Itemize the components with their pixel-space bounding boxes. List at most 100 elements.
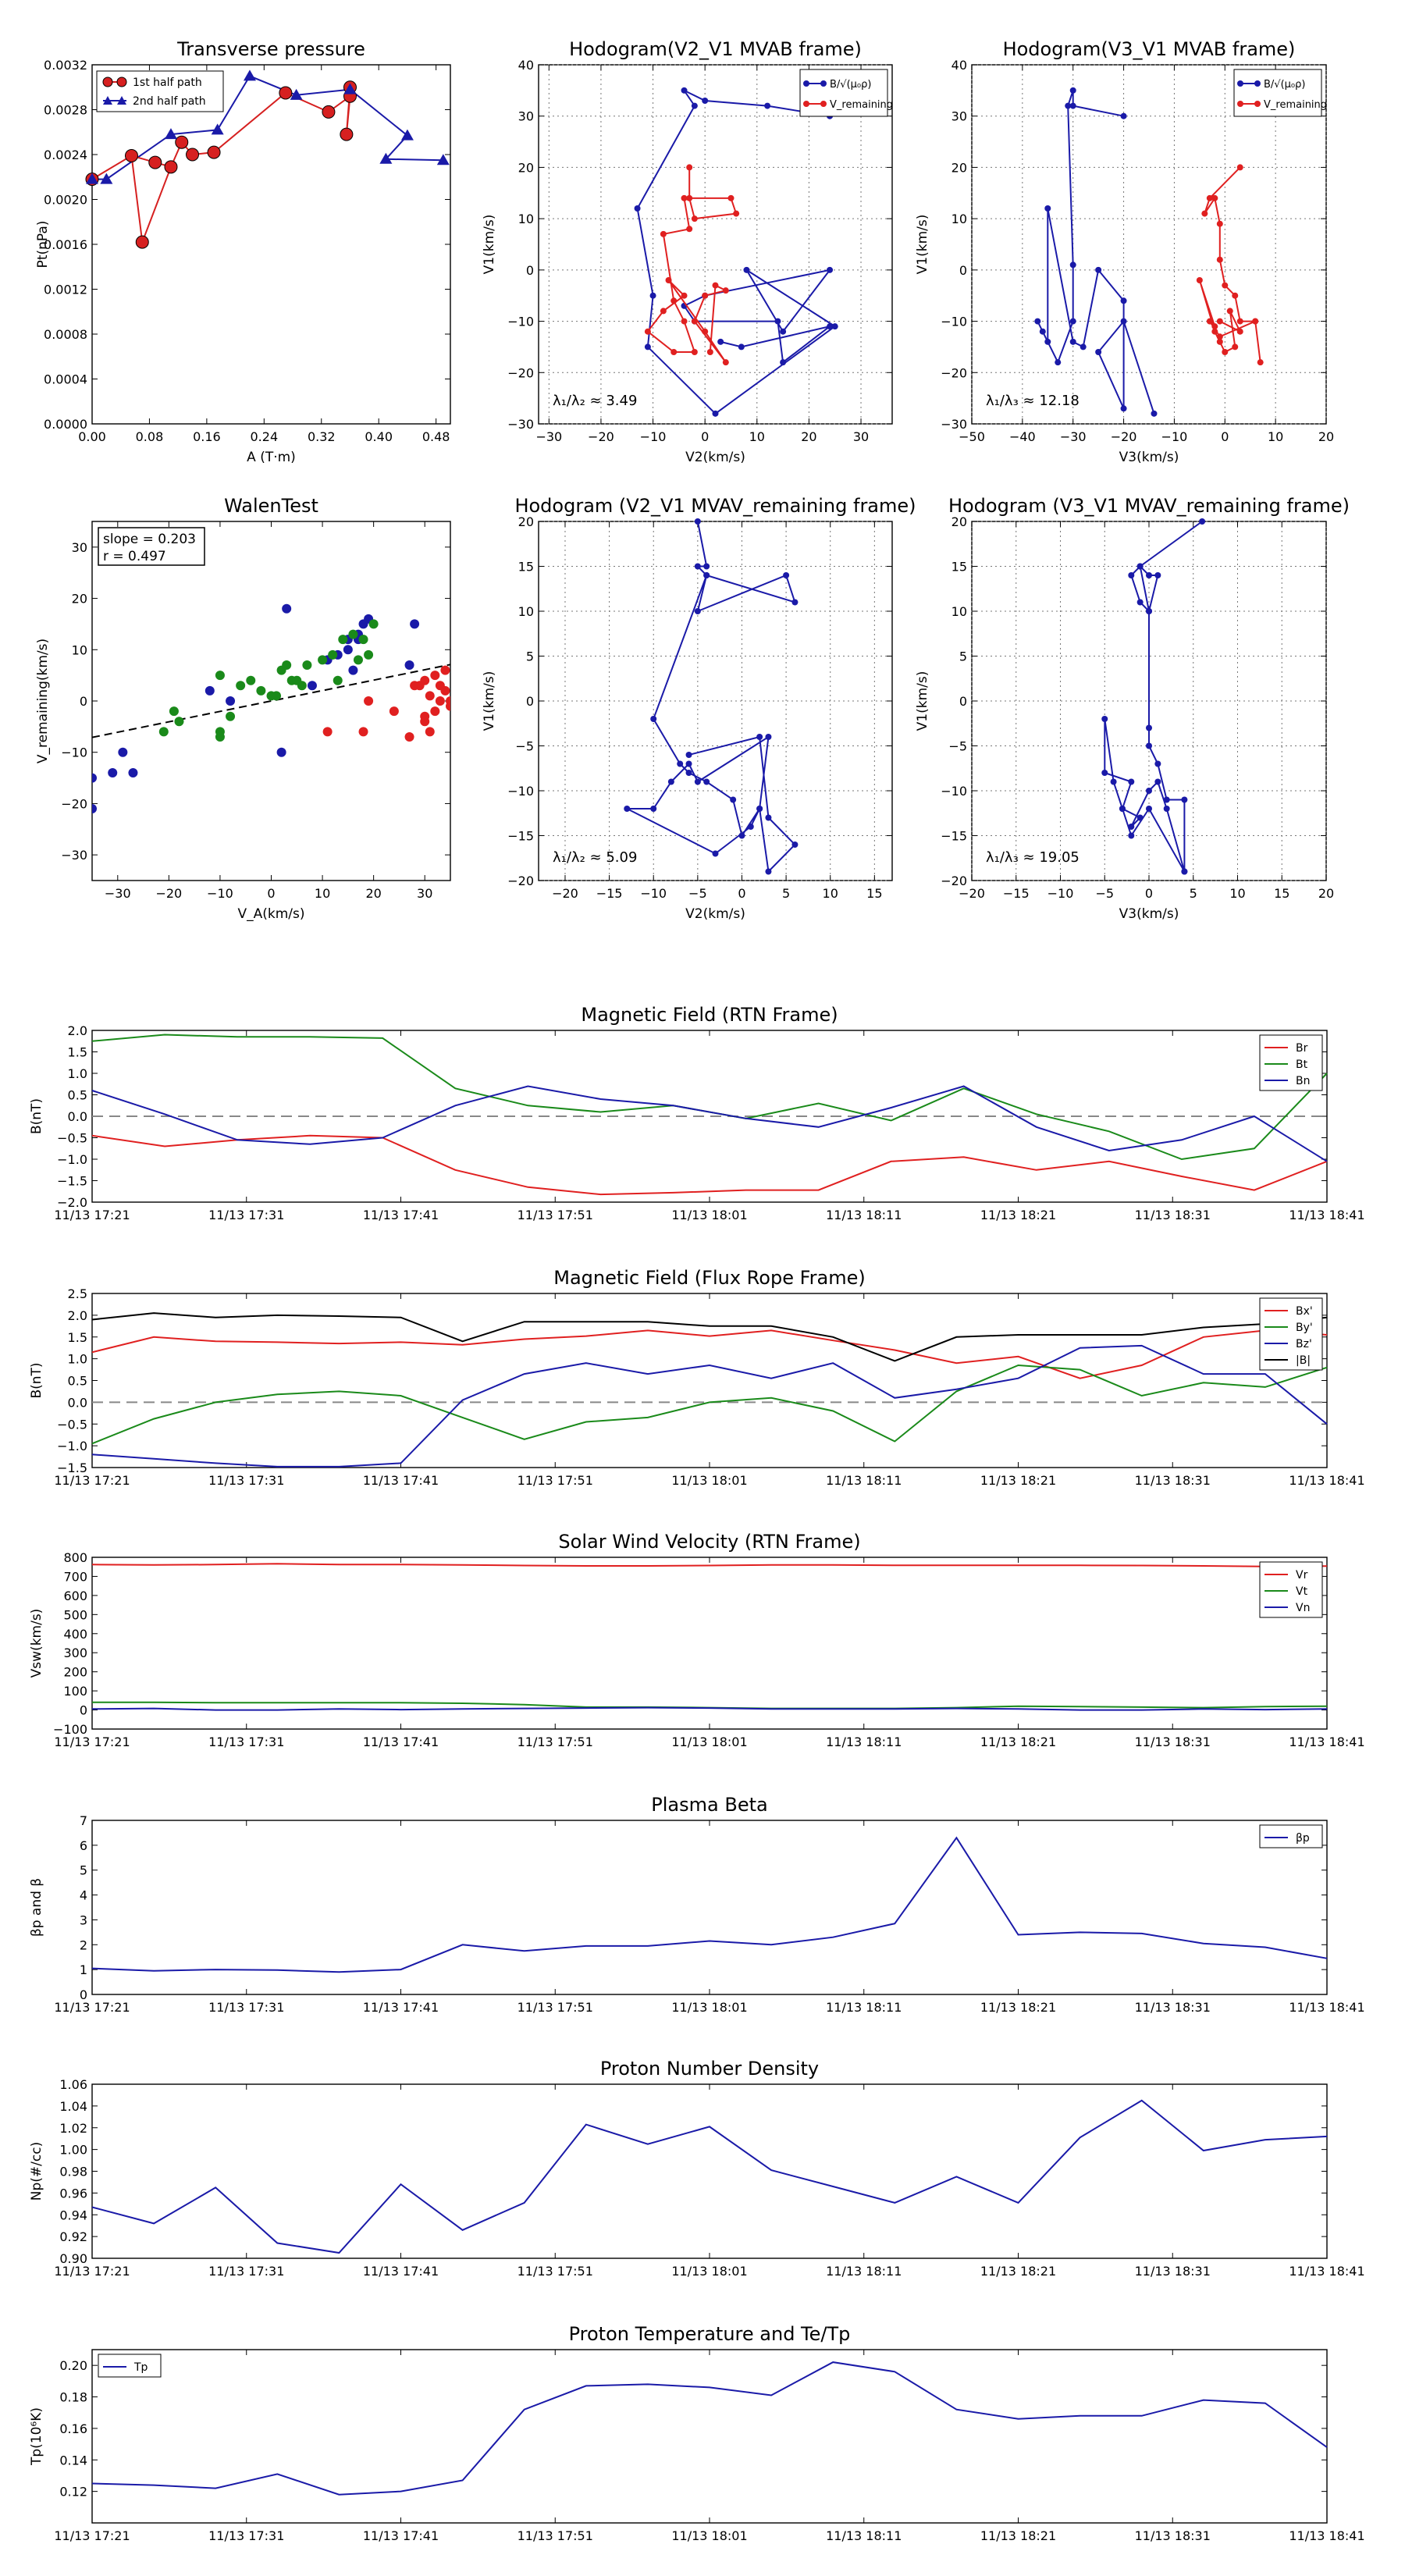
walen-point-red — [420, 675, 430, 685]
density-xtick-label: 11/13 18:21 — [980, 2264, 1056, 2279]
hodo1-ytick-label: −20 — [507, 365, 534, 380]
beta-ytick-label: 4 — [80, 1888, 87, 1903]
tp-point-2nd-half — [100, 173, 113, 184]
hodo1-series-point-1 — [681, 292, 688, 299]
tp-point-1st-half — [124, 148, 138, 162]
bfield_rtn-title: Magnetic Field (RTN Frame) — [581, 1004, 838, 1026]
temp-xtick-label: 11/13 17:51 — [518, 2528, 593, 2543]
beta-xtick-label: 11/13 18:31 — [1135, 2000, 1211, 2015]
bfield_rtn-xtick-label: 11/13 18:31 — [1135, 1208, 1211, 1222]
hodo4-series-point-0 — [1154, 572, 1161, 578]
walen-point-green — [333, 675, 343, 685]
walen-xtick-label: −20 — [155, 886, 182, 901]
hodo4-ytick-label: 15 — [951, 560, 967, 575]
hodo1-title: Hodogram(V2_V1 MVAB frame) — [569, 38, 862, 60]
hodo2-series-point-0 — [1095, 266, 1102, 273]
hodo1-series-point-1 — [691, 349, 698, 355]
tp-xtick-label: 0.00 — [78, 429, 106, 444]
hodo2-series-point-1 — [1252, 318, 1259, 325]
tp-xtick-label: 0.08 — [136, 429, 164, 444]
hodo4-ytick-label: −20 — [941, 873, 967, 888]
vsw-ytick-label: 200 — [63, 1665, 87, 1680]
bfield_rtn-ytick-label: 1.0 — [68, 1066, 87, 1081]
hodo3-series-point-0 — [650, 806, 657, 812]
walen-point-red — [404, 732, 414, 742]
beta-xtick-label: 11/13 18:41 — [1289, 2000, 1364, 2015]
temp-ytick-label: 0.16 — [59, 2421, 87, 2436]
hodo4-ytick-label: −5 — [948, 739, 967, 754]
hodo1-xlabel: V2(km/s) — [685, 450, 745, 465]
tp-legend-label-2nd: 2nd half path — [133, 95, 206, 108]
walen-r-text: r = 0.497 — [103, 549, 166, 564]
hodo1-series-point-1 — [681, 194, 688, 201]
bfield_fr-xtick-label: 11/13 18:21 — [980, 1473, 1056, 1488]
tp-point-2nd-half — [211, 123, 224, 135]
tp-point-1st-half — [322, 105, 336, 119]
hodo3-ratio-annotation: λ₁/λ₂ ≈ 5.09 — [553, 849, 637, 866]
hodo3-xtick-label: 15 — [866, 886, 882, 901]
tp-series-2nd-half-line — [92, 75, 443, 180]
temp-xtick-label: 11/13 18:31 — [1135, 2528, 1211, 2543]
hodo2-xtick-label: −40 — [1009, 429, 1036, 444]
walen-point-red — [358, 727, 368, 737]
tp-legend-label-1st: 1st half path — [133, 76, 202, 89]
beta-xtick-label: 11/13 18:01 — [671, 2000, 747, 2015]
walen-fit-line — [92, 664, 450, 738]
hodo3-series-point-0 — [650, 716, 657, 722]
bfield_fr-xtick-label: 11/13 18:11 — [826, 1473, 902, 1488]
walen-point-green — [328, 649, 338, 660]
hodo2-series-point-1 — [1206, 318, 1213, 325]
hodo4-series-point-0 — [1154, 760, 1161, 767]
vsw-xtick-label: 11/13 17:21 — [54, 1735, 130, 1749]
temp-ytick-label: 0.14 — [59, 2453, 87, 2467]
hodo4-xlabel: V3(km/s) — [1119, 906, 1179, 922]
hodo2-xlabel: V3(km/s) — [1119, 450, 1179, 465]
tp-panel: Transverse pressure 0.00 0.08 0.16 0.24 0.32 0… — [35, 38, 451, 465]
hodo2-series-point-0 — [1044, 205, 1051, 212]
hodo2-series-point-0 — [1069, 262, 1076, 269]
hodo3-xlabel: V2(km/s) — [685, 906, 745, 922]
hodo4-xtick-label: −20 — [959, 886, 985, 901]
hodo3-frame — [538, 521, 893, 881]
hodo3-xtick-label: −10 — [640, 886, 667, 901]
hodo4-xtick-label: 10 — [1229, 886, 1245, 901]
bfield_rtn-ytick-label: −1.5 — [57, 1174, 87, 1189]
hodo1-series-point-0 — [738, 343, 745, 350]
hodo2-xtick-label: −20 — [1111, 429, 1137, 444]
vsw-xtick-label: 11/13 18:31 — [1135, 1735, 1211, 1749]
bfield_rtn-xtick-label: 11/13 18:21 — [980, 1208, 1056, 1222]
bfield_rtn-xtick-label: 11/13 18:41 — [1289, 1208, 1364, 1222]
walen-point-blue — [118, 747, 128, 757]
hodo2-series-point-0 — [1039, 328, 1046, 335]
tp-title: Transverse pressure — [176, 38, 365, 60]
bfield_fr-xtick-label: 11/13 18:41 — [1289, 1473, 1364, 1488]
hodo2-legend-marker — [1237, 80, 1243, 87]
walen-point-green — [215, 671, 225, 681]
vsw-ylabel: Vsw(km/s) — [29, 1609, 44, 1678]
hodo1-xtick-label: −10 — [640, 429, 667, 444]
bfield_fr-legend-label: Bx' — [1296, 1305, 1313, 1318]
hodo2-ytick-label: 30 — [951, 109, 967, 124]
hodo4-ytick-label: −15 — [941, 829, 967, 844]
walen-ytick-label: 0 — [80, 694, 87, 709]
hodo2-series-point-1 — [1232, 292, 1239, 299]
vsw-xtick-label: 11/13 17:41 — [363, 1735, 439, 1749]
bfield_rtn-xtick-label: 11/13 18:11 — [826, 1208, 902, 1222]
hodo2-series-point-0 — [1044, 338, 1051, 345]
walen-xtick-label: 30 — [417, 886, 432, 901]
density-xtick-label: 11/13 18:11 — [826, 2264, 902, 2279]
hodo2-title: Hodogram(V3_V1 MVAB frame) — [1003, 38, 1296, 60]
density-xtick-label: 11/13 17:41 — [363, 2264, 439, 2279]
hodo3-series-point-0 — [703, 778, 710, 785]
walen-point-blue — [92, 773, 97, 783]
density-title: Proton Number Density — [600, 2058, 819, 2080]
hodo1-series-point-1 — [706, 349, 713, 355]
walen-point-red — [425, 727, 435, 737]
walen-point-red — [435, 696, 445, 706]
temp-xtick-label: 11/13 18:41 — [1289, 2528, 1364, 2543]
hodo4-ratio-annotation: λ₁/λ₃ ≈ 19.05 — [986, 849, 1080, 866]
density-panel: Proton Number Density 11/13 17:21 11/13 17… — [29, 2058, 1365, 2279]
hodo3-title: Hodogram (V2_V1 MVAV_remaining frame) — [514, 495, 916, 517]
hodo3-series-point-0 — [685, 752, 692, 758]
